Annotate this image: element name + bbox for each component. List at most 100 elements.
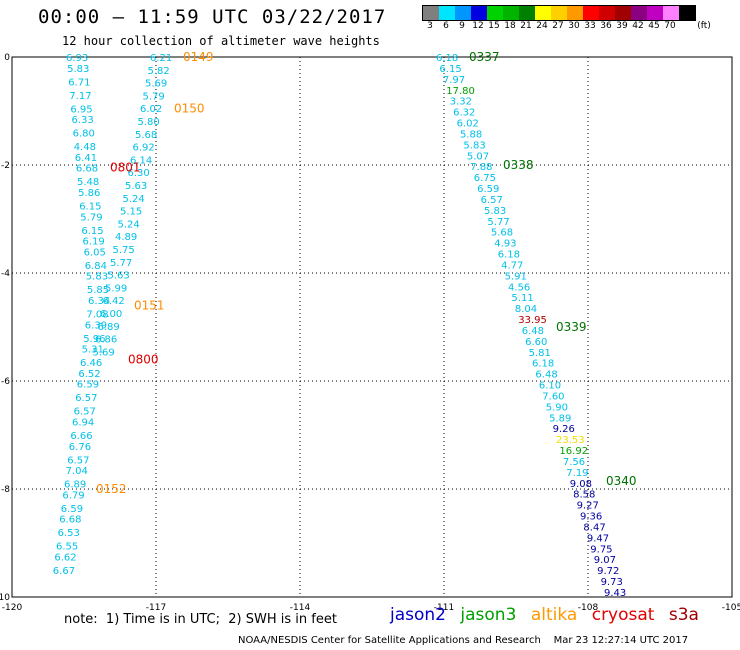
color-legend [422,5,696,21]
legend-label: 3 [427,21,433,31]
wave-height-label: 6.02 [140,104,162,115]
wave-height-label: 5.63 [108,271,130,282]
legend-swatch [663,6,679,20]
legend-label: 42 [632,21,644,31]
sat-cryosat: cryosat [591,605,655,625]
wave-height-label: 7.17 [69,91,91,102]
wave-height-label: 6.48 [535,370,557,381]
wave-height-label: 16.92 [559,446,588,457]
time-label: 0340 [606,474,637,488]
legend-label: 6 [443,21,449,31]
time-label: 0339 [556,320,587,334]
wave-height-label: 9.07 [594,555,616,566]
y-tick-label: -2 [1,161,10,171]
wave-height-label: 6.34 [88,296,110,307]
y-tick-label: -10 [0,593,10,603]
wave-height-label: 5.79 [143,91,165,102]
wave-height-label: 9.27 [577,501,599,512]
wave-height-label: 6.02 [457,119,479,130]
wave-height-label: 7.88 [470,162,492,173]
wave-height-label: 6.86 [95,335,117,346]
legend-label: 18 [504,21,516,31]
legend-swatch [615,6,631,20]
wave-height-label: 9.73 [601,577,623,588]
legend-label: 24 [536,21,548,31]
legend-label: 36 [600,21,612,31]
legend-swatch [455,6,471,20]
wave-height-label: 6.59 [477,184,499,195]
wave-height-label: 5.79 [80,212,102,223]
legend-swatch [503,6,519,20]
legend-swatch [583,6,599,20]
wave-height-label: 6.57 [67,455,89,466]
wave-height-label: 5.11 [511,293,533,304]
legend-label: 15 [488,21,500,31]
wave-height-label: 6.66 [70,431,92,442]
x-tick-label: -120 [2,603,23,613]
x-tick-label: -111 [434,603,454,613]
wave-height-label: 5.63 [125,181,147,192]
wave-height-label: 5.68 [135,130,157,141]
wave-height-label: 5.31 [82,345,104,356]
map-title: 00:00 – 11:59 UTC 03/22/2017 [38,6,387,28]
y-tick-label: -8 [1,485,10,495]
wave-height-label: 6.62 [54,553,76,564]
x-tick-label: -108 [578,603,599,613]
wave-height-label: 5.77 [110,258,132,269]
time-label: 0337 [469,50,500,64]
wave-height-label: 5.85 [87,285,109,296]
wave-height-label: 5.86 [78,188,100,199]
wave-height-label: 5.88 [460,129,482,140]
wave-height-label: 9.47 [587,533,609,544]
wave-height-label: 5.91 [505,271,527,282]
legend-swatch [535,6,551,20]
wave-height-label: 7.56 [563,457,585,468]
wave-height-label: 4.93 [494,239,516,250]
wave-height-label: 5.83 [484,206,506,217]
legend-swatch [599,6,615,20]
wave-height-label: 6.42 [103,296,125,307]
time-label: 0152 [96,482,127,496]
wave-height-label: 9.43 [604,588,626,599]
note-text: note: 1) Time is in UTC; 2) SWH is in fe… [64,612,337,627]
wave-height-label: 6.84 [85,261,107,272]
wave-height-label: 6.57 [75,393,97,404]
wave-height-label: 5.75 [113,245,135,256]
time-label: 0338 [503,158,534,172]
wave-height-label: 5.24 [118,219,140,230]
wave-height-label: 4.56 [508,282,530,293]
wave-height-label: 5.82 [148,66,170,77]
legend-label: 30 [568,21,580,31]
wave-height-label: 6.46 [80,358,102,369]
x-tick-label: -114 [290,603,311,613]
wave-height-label: 4.48 [74,142,96,153]
wave-height-label: 6.15 [439,64,461,75]
wave-height-label: 5.89 [549,413,571,424]
wave-height-label: 5.69 [93,347,115,358]
wave-height-label: 6.00 [100,309,122,320]
wave-height-label: 6.14 [130,155,152,166]
wave-height-label: 5.90 [546,402,568,413]
wave-height-label: 6.18 [498,250,520,261]
time-label: 0800 [128,352,159,366]
time-label: 0150 [174,101,205,115]
legend-label: 9 [459,21,465,31]
wave-height-label: 5.48 [77,177,99,188]
wave-height-label: 7.04 [66,466,88,477]
wave-height-label: 5.96 [83,334,105,345]
legend-unit: (ft) [697,21,711,31]
wave-height-label: 6.52 [78,369,100,380]
legend-label: 12 [472,21,484,31]
wave-height-label: 5.99 [105,283,127,294]
wave-height-label: 5.80 [138,117,160,128]
legend-label: 21 [520,21,532,31]
legend-label: 70 [664,21,676,31]
wave-height-label: 6.15 [81,226,103,237]
wave-height-label: 6.10 [539,381,561,392]
wave-height-label: 6.89 [98,322,120,333]
wave-height-label: 6.57 [481,195,503,206]
legend-swatch [471,6,487,20]
wave-height-label: 6.19 [83,237,105,248]
time-label: 0801 [110,161,141,175]
